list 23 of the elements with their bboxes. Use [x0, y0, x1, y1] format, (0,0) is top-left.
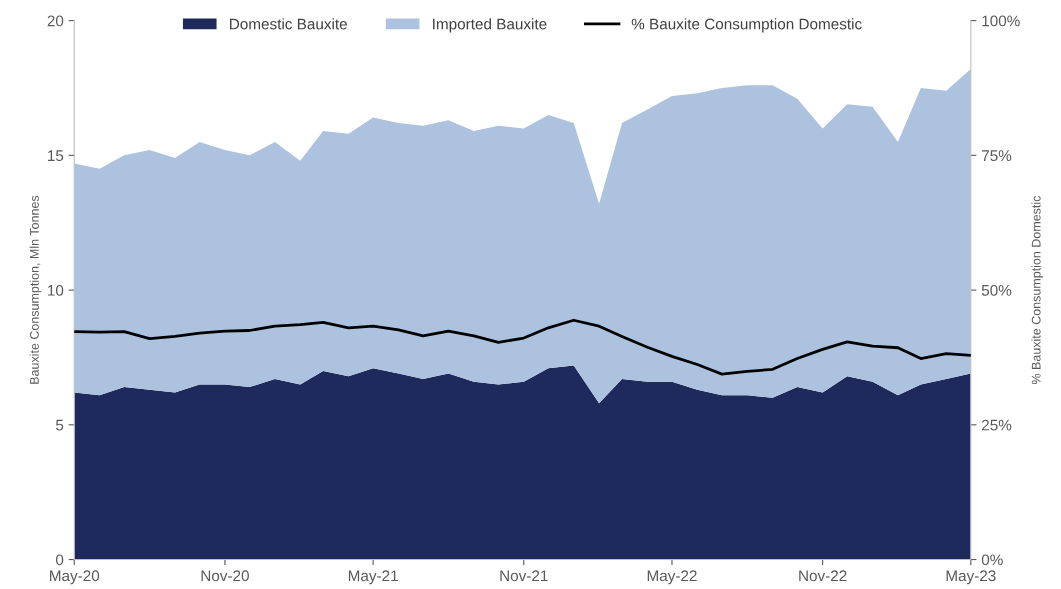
x-tick-label: Nov-22 — [799, 570, 847, 582]
y2-tick-label: 75% — [982, 150, 1012, 162]
y2-axis-title: % Bauxite Consumption Domestic — [1031, 195, 1044, 385]
y-axis-title: Bauxite Consumption, Mln Tonnes — [29, 195, 42, 384]
y2-tick-label: 0% — [981, 554, 1003, 566]
legend-label: Imported Bauxite — [433, 18, 547, 33]
y-tick-label: 0 — [55, 554, 64, 566]
x-tick-label: May-20 — [50, 570, 100, 585]
legend-label: Domestic Bauxite — [230, 18, 347, 30]
x-tick-label: Nov-21 — [500, 570, 548, 582]
legend-label: % Bauxite Consumption Domestic — [631, 18, 862, 33]
y2-tick-label: 25% — [982, 419, 1012, 431]
y-tick-label: 5 — [55, 419, 64, 431]
x-tick-label: May-22 — [647, 570, 697, 585]
y-tick-label: 15 — [48, 150, 64, 162]
y-tick-label: 20 — [47, 15, 64, 27]
x-tick-label: Nov-20 — [201, 570, 249, 582]
y-tick-label: 10 — [48, 284, 64, 296]
line-series — [74, 318, 971, 376]
x-tick-label: May-23 — [946, 570, 996, 585]
x-tick-label: May-21 — [348, 570, 398, 585]
y2-tick-label: 50% — [981, 284, 1012, 296]
y2-tick-label: 100% — [982, 15, 1020, 27]
